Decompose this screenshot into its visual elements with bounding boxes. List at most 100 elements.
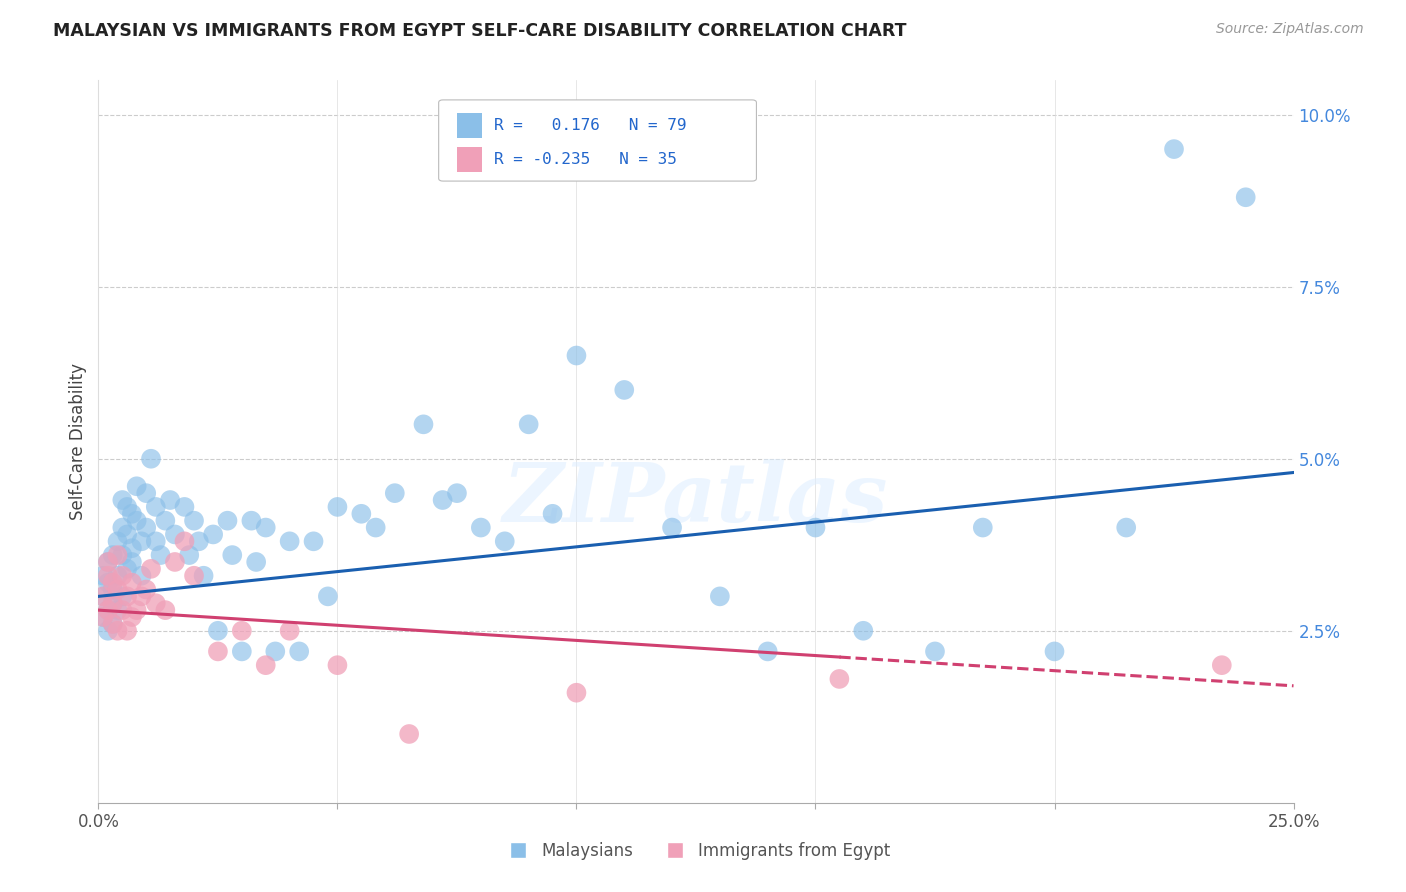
Point [470, 520, 492, 534]
Point [221, 548, 243, 562]
Point [115, 590, 138, 604]
Point [149, 548, 172, 562]
Point [1043, 644, 1066, 658]
Point [121, 575, 143, 590]
Point [101, 616, 124, 631]
Point [972, 520, 994, 534]
Point [217, 514, 239, 528]
Point [163, 555, 186, 569]
Point [97, 568, 120, 582]
Point [97, 624, 120, 638]
Point [326, 500, 349, 514]
Point [107, 568, 129, 582]
Point [135, 520, 157, 534]
Text: MALAYSIAN VS IMMIGRANTS FROM EGYPT SELF-CARE DISABILITY CORRELATION CHART: MALAYSIAN VS IMMIGRANTS FROM EGYPT SELF-… [53, 22, 907, 40]
Point [183, 568, 205, 582]
Point [412, 417, 434, 432]
Point [135, 486, 157, 500]
Point [159, 493, 181, 508]
Point [364, 520, 387, 534]
Point [316, 590, 339, 604]
Point [446, 486, 468, 500]
Point [111, 603, 134, 617]
Point [179, 548, 201, 562]
Point [264, 644, 287, 658]
Point [101, 596, 124, 610]
Legend: Malaysians, Immigrants from Egypt: Malaysians, Immigrants from Egypt [495, 836, 897, 867]
Point [661, 520, 683, 534]
Point [254, 520, 277, 534]
Point [541, 507, 564, 521]
Point [125, 514, 148, 528]
Point [173, 500, 195, 514]
Point [350, 507, 373, 521]
Point [202, 527, 225, 541]
Point [107, 603, 129, 617]
Point [924, 644, 946, 658]
Point [565, 686, 588, 700]
Point [97, 555, 120, 569]
Point [115, 500, 138, 514]
Point [97, 603, 120, 617]
Point [91, 590, 114, 604]
Point [326, 658, 349, 673]
Point [91, 610, 114, 624]
Point [145, 534, 167, 549]
Point [111, 590, 134, 604]
Point [145, 596, 167, 610]
Point [107, 582, 129, 597]
Point [145, 500, 167, 514]
Point [107, 548, 129, 562]
Point [139, 451, 162, 466]
Point [231, 644, 253, 658]
Point [828, 672, 851, 686]
Point [183, 514, 205, 528]
Point [432, 493, 454, 508]
Point [565, 349, 588, 363]
Point [155, 603, 177, 617]
Point [115, 624, 138, 638]
Point [91, 568, 114, 582]
Point [155, 514, 177, 528]
Point [101, 548, 124, 562]
Point [278, 534, 301, 549]
Point [101, 575, 124, 590]
Point [111, 548, 134, 562]
Point [111, 520, 134, 534]
Point [121, 555, 143, 569]
Point [187, 534, 209, 549]
Text: R = -0.235   N = 35: R = -0.235 N = 35 [494, 153, 676, 167]
Point [101, 596, 124, 610]
Point [852, 624, 875, 638]
Point [97, 575, 120, 590]
Point [613, 383, 636, 397]
Point [115, 562, 138, 576]
Point [254, 658, 277, 673]
Point [240, 514, 263, 528]
Point [97, 603, 120, 617]
Point [91, 590, 114, 604]
Point [384, 486, 406, 500]
Point [135, 582, 157, 597]
Y-axis label: Self-Care Disability: Self-Care Disability [69, 363, 87, 520]
Point [125, 603, 148, 617]
Text: R =   0.176   N = 79: R = 0.176 N = 79 [494, 119, 686, 133]
Point [193, 568, 215, 582]
Point [207, 644, 229, 658]
Point [91, 610, 114, 624]
Point [107, 534, 129, 549]
Point [302, 534, 325, 549]
Point [125, 479, 148, 493]
Point [207, 624, 229, 638]
Point [245, 555, 267, 569]
Point [139, 562, 162, 576]
Point [131, 568, 153, 582]
Point [398, 727, 420, 741]
Point [101, 616, 124, 631]
Point [101, 582, 124, 597]
Point [115, 527, 138, 541]
Text: ZIPatlas: ZIPatlas [503, 459, 889, 540]
Point [231, 624, 253, 638]
Point [756, 644, 779, 658]
Point [278, 624, 301, 638]
